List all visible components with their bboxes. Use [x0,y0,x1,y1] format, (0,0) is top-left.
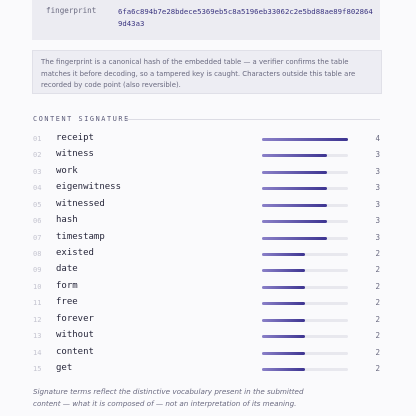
bar [262,236,327,240]
row-index: 14 [33,348,42,357]
row-index: 11 [33,299,42,308]
signature-row: 11 free 2 [0,296,416,312]
fingerprint-value: 6fa6c894b7e28bdece5369eb5c8a5196eb33062c… [118,7,373,28]
note: The fingerprint is a canonical hash of t… [32,50,382,94]
row-index: 09 [33,266,42,275]
term: eigenwitness [56,182,122,193]
row-index: 04 [33,184,42,193]
term: timestamp [56,231,105,242]
count: 4 [375,134,380,143]
term: hash [56,215,78,226]
section-title: CONTENT SIGNATURE [33,115,130,123]
bar [262,318,305,322]
count: 3 [375,216,380,226]
count: 2 [375,364,380,374]
bar-track [262,236,348,240]
signature-row: 07 timestamp 3 [0,231,416,247]
bar [262,203,327,207]
count: 2 [375,265,380,275]
bar [262,154,327,158]
term: content [56,346,94,357]
bar-track [262,318,348,322]
signature-row: 01 receipt 4 [0,132,416,148]
count: 3 [375,232,380,242]
bar [262,170,327,174]
count: 3 [375,166,380,176]
term: without [56,330,94,341]
row-index: 08 [33,250,42,258]
count: 2 [375,298,380,308]
signature-row: 06 hash 3 [0,214,416,230]
row-index: 15 [33,365,42,374]
count: 2 [375,281,380,291]
bar-track [262,170,348,174]
term: receipt [56,133,94,143]
signature-row: 05 witnessed 3 [0,198,416,214]
signature-row: 15 get 2 [0,362,416,378]
bar-track [262,285,348,289]
bar [262,351,305,355]
count: 3 [375,183,380,193]
term: work [56,165,78,176]
row-index: 01 [33,135,42,143]
row-index: 05 [33,200,42,209]
signature-row: 13 without 2 [0,329,416,345]
bar-track [262,220,348,224]
count: 2 [375,347,380,357]
bar [262,368,305,372]
signature-row: 10 form 2 [0,280,416,296]
bar-track [262,253,348,256]
term: forever [56,313,94,324]
count: 2 [375,331,380,341]
count: 3 [375,150,380,160]
signature-row: 08 existed 2 [0,247,416,263]
bar-track [262,302,348,306]
count: 2 [375,314,380,324]
signature-row: 03 work 3 [0,165,416,181]
bar-track [262,203,348,207]
bar [262,138,348,141]
bar-track [262,335,348,339]
bar [262,269,305,273]
bar-track [262,351,348,355]
bar-track [262,368,348,372]
term: witnessed [56,198,105,209]
bar-track [262,138,348,141]
row-index: 13 [33,332,42,341]
signature-row: 09 date 2 [0,263,416,279]
term: form [56,280,78,291]
signature-row: 14 content 2 [0,346,416,362]
signature-row: 04 eigenwitness 3 [0,181,416,197]
bar-track [262,269,348,273]
signature-row: 02 witness 3 [0,148,416,164]
bar [262,220,327,224]
count: 3 [375,199,380,209]
row-index: 07 [33,233,42,242]
bar-track [262,187,348,191]
bar [262,302,305,306]
row-index: 10 [33,282,42,291]
bar [262,253,305,256]
term: date [56,264,78,275]
footer: Signature terms reflect the distinctive … [33,387,304,408]
bar [262,335,305,339]
term: get [56,363,73,374]
term: free [56,297,78,308]
fingerprint-box: fingerprint 6fa6c894b7e28bdece5369eb5c8a… [32,0,380,40]
row-index: 12 [33,315,42,324]
row-index: 03 [33,167,42,176]
row-index: 02 [33,151,42,160]
bar [262,187,327,191]
bar [262,285,305,289]
term: existed [56,248,94,258]
term: witness [56,149,94,160]
fingerprint-label: fingerprint [46,6,97,15]
signature-row: 12 forever 2 [0,313,416,329]
row-index: 06 [33,217,42,226]
bar-track [262,154,348,158]
divider [124,119,380,120]
count: 2 [375,249,380,258]
